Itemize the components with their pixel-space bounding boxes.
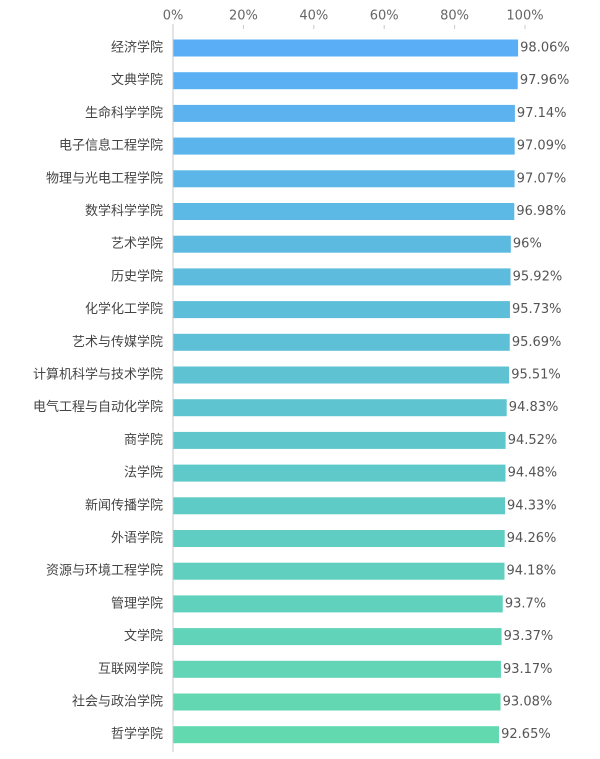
category-label: 外语学院 [111,530,163,546]
bar [173,72,518,90]
category-label: 生命科学学院 [85,105,163,121]
value-label: 94.26% [507,531,557,546]
value-label: 97.14% [517,106,567,121]
value-label: 94.83% [509,400,559,415]
category-label: 物理与光电工程学院 [46,170,163,186]
bar [173,333,510,351]
value-label-background [499,725,552,744]
value-label: 95.69% [512,335,562,350]
category-label: 历史学院 [111,268,163,284]
value-label-background [514,169,567,188]
bar [173,104,515,122]
x-tick-label: 0% [163,9,184,24]
value-label: 93.08% [503,695,553,710]
bar [173,268,511,286]
category-label: 电子信息工程学院 [59,138,163,154]
category-label: 计算机科学与技术学院 [33,367,163,383]
value-label: 94.48% [508,466,558,481]
category-label: 电气工程与自动化学院 [33,399,163,415]
value-label-background [505,431,558,450]
bar [173,170,515,188]
value-label: 92.65% [501,727,551,742]
bar [173,431,506,449]
bar [173,301,510,319]
value-label: 98.06% [520,41,570,56]
value-label-background [514,104,567,123]
value-label-background [502,594,547,613]
value-label: 96.98% [516,204,566,219]
value-labels: 98.06% 97.96% 97.14% 97.09% 97.07% 96.98% 96% 9… [499,39,571,744]
value-label: 97.07% [517,171,567,186]
category-label: 艺术与传媒学院 [72,334,163,350]
value-label-background [500,693,553,711]
category-label: 哲学学院 [111,726,163,742]
category-label: 管理学院 [111,595,163,611]
bar [173,39,519,57]
value-label: 95.92% [513,269,563,284]
category-label: 资源与环境工程学院 [46,563,163,579]
value-label: 94.52% [508,433,558,448]
value-label-background [514,202,567,221]
category-label: 社会与政治学院 [72,694,163,710]
value-label-background [505,496,558,515]
value-label: 93.7% [505,596,546,611]
value-label-background [504,529,557,548]
x-tick-label: 80% [440,9,469,24]
category-label: 文典学院 [111,72,163,88]
bar [173,235,511,253]
bar [173,595,503,613]
value-label-background [501,627,554,646]
value-label: 97.09% [517,139,567,154]
bar [173,562,505,580]
category-label: 文学院 [124,628,163,644]
bar [173,660,501,678]
x-tick-label: 60% [370,9,399,24]
bar [173,530,505,547]
category-label: 互联网学院 [98,661,163,677]
value-label: 93.37% [504,629,554,644]
value-label: 96% [513,237,542,252]
category-label: 数学科学学院 [85,203,163,219]
value-label-background [518,39,571,57]
x-tick-label: 100% [506,9,543,24]
value-label: 93.17% [503,662,553,677]
bar [173,203,515,220]
x-tick-label: 20% [229,9,258,24]
value-label-background [504,562,557,581]
value-label-background [509,300,562,319]
category-label: 法学院 [124,465,163,481]
x-tick-label: 40% [299,9,328,24]
bar [173,693,501,711]
value-label-background [517,71,570,90]
category-label: 经济学院 [111,40,163,56]
category-label: 艺术学院 [111,236,163,252]
x-axis-ticks: 0% 20% 40% 60% 80% 100% [163,9,544,29]
category-label: 新闻传播学院 [85,497,163,513]
bar [173,366,510,384]
category-labels: 经济学院文典学院生命科学学院电子信息工程学院物理与光电工程学院数学科学学院艺术学… [33,40,163,743]
value-label: 97.96% [520,73,570,88]
value-label: 94.33% [507,498,557,513]
value-label-background [509,366,562,384]
bar [173,628,502,646]
bar [173,497,506,515]
value-label-background [510,267,563,286]
value-label-background [514,137,567,156]
value-label-background [510,235,539,254]
bars-group [173,39,519,744]
value-label: 95.73% [512,302,562,317]
value-label-background [505,464,558,483]
value-label: 94.18% [507,564,557,579]
bar [173,137,515,155]
value-label-background [509,333,562,352]
category-label: 商学院 [124,432,163,448]
value-label-background [500,660,553,679]
value-label: 95.51% [511,368,561,383]
bar [173,399,507,417]
bar [173,464,506,482]
bar [173,726,500,744]
category-label: 化学化工学院 [85,301,163,317]
value-label-background [506,398,559,417]
